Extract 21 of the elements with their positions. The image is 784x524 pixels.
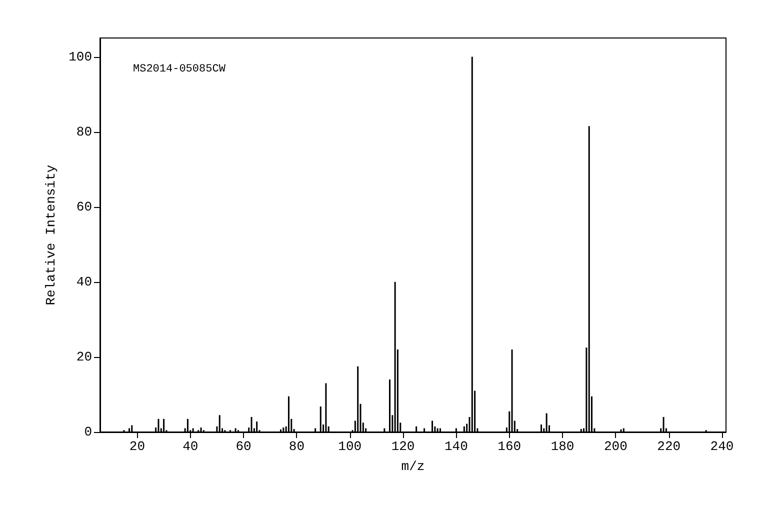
annotation: MS2014-05085CW	[133, 64, 226, 76]
y-axis-title: Relative Intensity	[44, 164, 59, 306]
y-tick-label: 80	[76, 124, 92, 140]
y-tick-label: 40	[76, 274, 92, 290]
x-tick-label: 240	[710, 439, 734, 454]
x-tick-label: 180	[550, 439, 574, 454]
x-tick-label: 140	[444, 439, 468, 454]
x-tick-label: 40	[182, 439, 198, 454]
x-axis-title: m/z	[401, 459, 425, 474]
x-tick-label: 60	[236, 439, 252, 454]
x-tick-label: 200	[604, 439, 628, 454]
x-tick-label: 120	[391, 439, 415, 454]
x-tick-label: 20	[129, 439, 146, 454]
x-tick-label: 160	[498, 439, 522, 454]
y-tick-label: 0	[84, 424, 92, 440]
y-tick-label: 60	[76, 199, 92, 214]
x-tick-label: 80	[288, 439, 305, 454]
x-tick-label: 100	[338, 439, 362, 454]
y-tick-label: 20	[76, 349, 92, 364]
y-tick-label: 100	[68, 49, 92, 64]
x-tick-label: 220	[657, 439, 681, 454]
